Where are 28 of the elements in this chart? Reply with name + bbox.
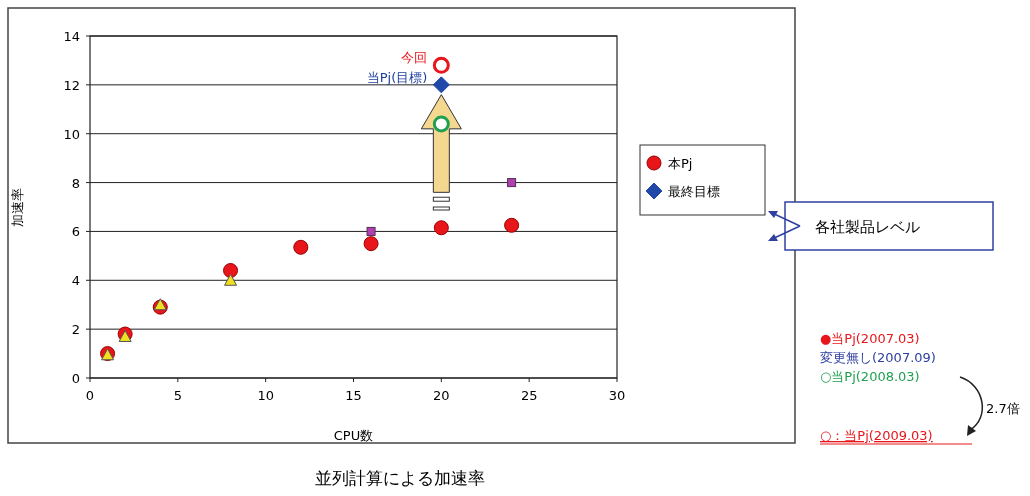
x-tick-label: 25 xyxy=(520,388,538,403)
text: 変更無し(2007.09) xyxy=(820,350,936,365)
x-axis-title: CPU数 xyxy=(333,428,374,443)
y-tick-label: 8 xyxy=(71,175,80,191)
y-tick-label: 2 xyxy=(71,322,80,338)
y-tick-label: 6 xyxy=(71,224,80,240)
x-tick-label: 30 xyxy=(608,388,626,403)
y-tick-label: 14 xyxy=(63,29,80,44)
annotation: 今回 xyxy=(401,50,428,66)
legend-label: 本Pj xyxy=(668,156,693,171)
y-axis-title: 加速率 xyxy=(10,187,25,227)
x-tick-label: 0 xyxy=(85,388,95,403)
x-tick-label: 10 xyxy=(257,388,274,403)
text: ○：当Pj(2009.03) xyxy=(820,428,933,443)
text: 各社製品レベル xyxy=(815,218,920,236)
y-tick-label: 12 xyxy=(63,77,80,93)
y-tick-label: 0 xyxy=(71,371,80,386)
text: 並列計算による加速率 xyxy=(315,468,485,488)
x-tick-label: 5 xyxy=(173,388,182,403)
text: ●当Pj(2007.03) xyxy=(820,331,920,346)
annotation: 当Pj(目標) xyxy=(366,69,428,85)
y-tick-label: 10 xyxy=(63,126,80,142)
text: ○当Pj(2008.03) xyxy=(820,369,920,384)
x-tick-label: 15 xyxy=(345,388,362,403)
text: 2.7倍 xyxy=(986,401,1020,416)
legend-label: 最終目標 xyxy=(668,184,720,199)
y-tick-label: 4 xyxy=(71,273,80,289)
x-tick-label: 20 xyxy=(433,388,450,403)
